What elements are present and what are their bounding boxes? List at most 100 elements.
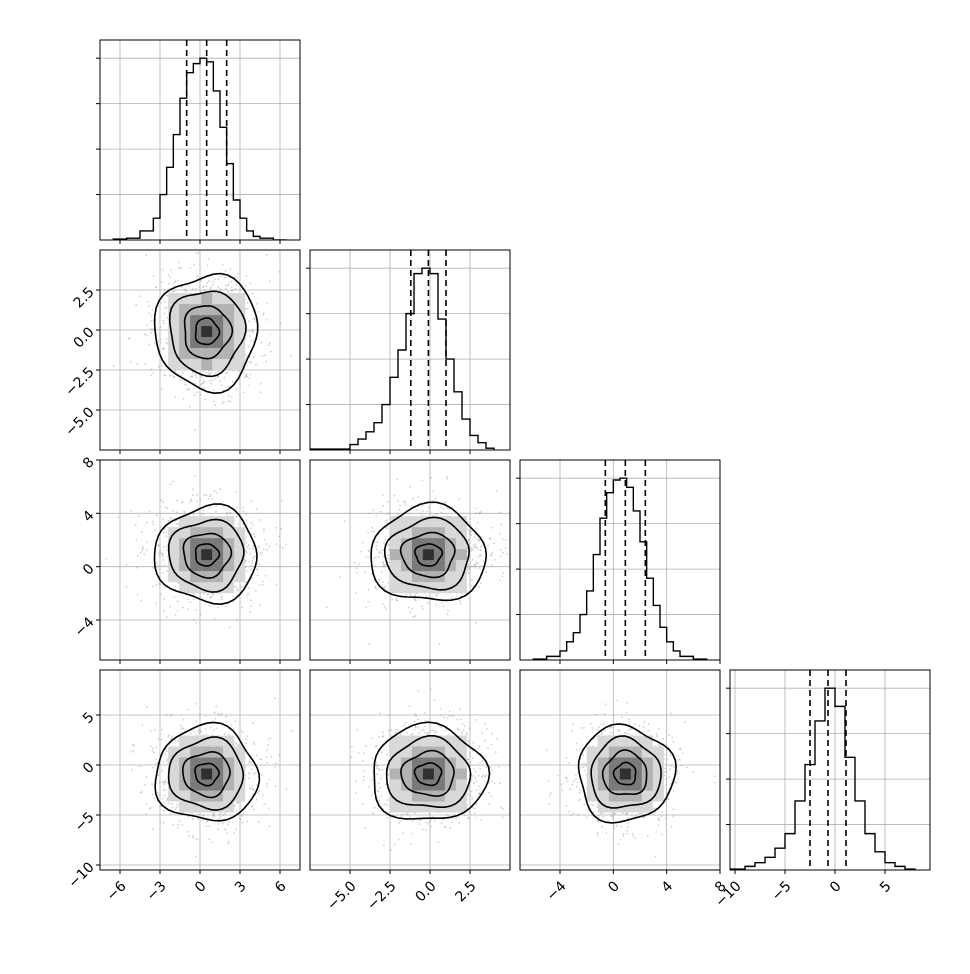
scatter-point — [227, 824, 229, 826]
scatter-point — [152, 521, 154, 523]
scatter-point — [269, 342, 271, 344]
scatter-point — [260, 342, 262, 344]
scatter-point — [246, 821, 248, 823]
scatter-point — [164, 289, 166, 291]
scatter-point — [440, 512, 442, 514]
scatter-point — [160, 342, 162, 344]
scatter-point — [421, 606, 423, 608]
scatter-point — [162, 556, 164, 558]
density-cell — [179, 337, 190, 348]
scatter-point — [477, 522, 479, 524]
scatter-point — [176, 511, 178, 513]
y-tick-label: 5 — [80, 709, 98, 727]
scatter-point — [176, 523, 178, 525]
scatter-point — [146, 706, 148, 708]
scatter-point — [207, 820, 209, 822]
scatter-point — [486, 774, 488, 776]
scatter-point — [213, 729, 215, 731]
scatter-point — [249, 548, 251, 550]
scatter-point — [405, 594, 407, 596]
scatter-point — [261, 555, 263, 557]
scatter-point — [163, 532, 165, 534]
scatter-point — [473, 768, 475, 770]
scatter-point — [280, 528, 282, 530]
scatter-point — [191, 500, 193, 502]
scatter-point — [230, 401, 232, 403]
scatter-point — [150, 328, 152, 330]
scatter-point — [249, 335, 251, 337]
scatter-point — [251, 534, 253, 536]
scatter-point — [158, 544, 160, 546]
scatter-point — [222, 402, 224, 404]
scatter-point — [203, 285, 205, 287]
scatter-point — [391, 729, 393, 731]
scatter-point — [246, 735, 248, 737]
scatter-point — [376, 548, 378, 550]
scatter-point — [229, 627, 231, 629]
scatter-point — [378, 800, 380, 802]
scatter-point — [429, 821, 431, 823]
scatter-point — [200, 384, 202, 386]
scatter-point — [195, 377, 197, 379]
scatter-point — [430, 819, 432, 821]
scatter-point — [261, 552, 263, 554]
y-tick-label: −5.0 — [62, 404, 97, 439]
scatter-point — [500, 549, 502, 551]
scatter-point — [151, 368, 153, 370]
scatter-point — [364, 827, 366, 829]
scatter-point — [266, 762, 268, 764]
scatter-point — [202, 513, 204, 515]
scatter-point — [214, 379, 216, 381]
scatter-point — [188, 388, 190, 390]
density-cell — [168, 293, 179, 304]
scatter-point — [250, 283, 252, 285]
scatter-point — [505, 547, 507, 549]
density-cell — [223, 571, 234, 582]
scatter-point — [187, 599, 189, 601]
scatter-point — [267, 744, 269, 746]
scatter-point — [472, 807, 474, 809]
scatter-point — [194, 475, 196, 477]
scatter-point — [365, 745, 367, 747]
scatter-point — [415, 726, 417, 728]
scatter-point — [159, 555, 161, 557]
scatter-point — [235, 742, 237, 744]
scatter-point — [217, 376, 219, 378]
scatter-point — [193, 387, 195, 389]
scatter-point — [180, 725, 182, 727]
scatter-point — [475, 771, 477, 773]
scatter-point — [229, 511, 231, 513]
scatter-point — [177, 600, 179, 602]
scatter-point — [150, 332, 152, 334]
scatter-point — [126, 586, 128, 588]
scatter-point — [375, 515, 377, 517]
scatter-point — [236, 516, 238, 518]
scatter-point — [461, 723, 463, 725]
scatter-point — [499, 511, 501, 513]
density-cell — [234, 293, 245, 304]
scatter-point — [194, 429, 196, 431]
scatter-point — [163, 559, 165, 561]
scatter-point — [172, 480, 174, 482]
density-cell — [212, 802, 223, 813]
scatter-point — [146, 541, 148, 543]
density-cell — [401, 571, 412, 582]
scatter-point — [182, 607, 184, 609]
scatter-point — [388, 562, 390, 564]
density-cell — [201, 527, 212, 538]
scatter-point — [372, 509, 374, 511]
scatter-point — [382, 494, 384, 496]
scatter-point — [214, 712, 216, 714]
scatter-point — [173, 376, 175, 378]
scatter-point — [157, 792, 159, 794]
scatter-point — [474, 812, 476, 814]
density-cell — [201, 769, 212, 780]
scatter-point — [423, 729, 425, 731]
scatter-point — [478, 539, 480, 541]
scatter-point — [402, 814, 404, 816]
scatter-point — [130, 751, 132, 753]
scatter-point — [491, 527, 493, 529]
scatter-point — [418, 727, 420, 729]
scatter-point — [228, 283, 230, 285]
scatter-point — [388, 548, 390, 550]
